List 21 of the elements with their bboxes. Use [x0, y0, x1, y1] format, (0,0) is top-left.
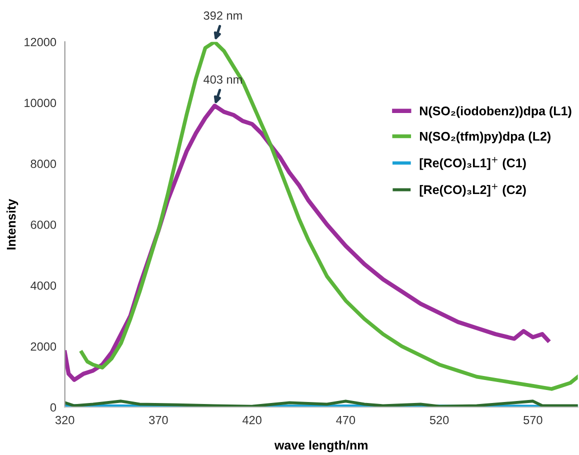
x-tick-label: 370 [149, 416, 168, 424]
x-tick-label: 520 [430, 416, 449, 424]
legend-label: [Re(CO)₃L2]$^{+}$ (C2) [420, 184, 526, 197]
y-tick-label: 12000 [24, 38, 56, 46]
y-tick-label: 8000 [30, 160, 56, 168]
y-tick-label: 4000 [30, 281, 56, 290]
y-tick-label: 0 [50, 403, 56, 412]
annotation: 392 nm [204, 11, 242, 20]
legend-label: N(SO₂(tfm)py)dpa (L2) [420, 132, 550, 144]
y-axis-title: Intensity [6, 198, 18, 250]
x-tick-label: 570 [524, 416, 542, 424]
x-tick-label: 320 [55, 416, 74, 424]
y-tick-label: 6000 [30, 220, 56, 229]
x-tick-label: 470 [336, 416, 356, 424]
x-axis-title: wave length/nm [274, 440, 368, 452]
y-tick-label: 2000 [30, 342, 56, 351]
legend-label: [Re(CO)₃L1]$^{+}$ (C1) [420, 156, 526, 170]
legend-label: N(SO₂(iodobenz))dpa (L1) [420, 106, 572, 118]
line-series [80, 42, 578, 391]
x-tick-label: 420 [242, 416, 262, 424]
y-tick-label: 10000 [24, 98, 56, 108]
